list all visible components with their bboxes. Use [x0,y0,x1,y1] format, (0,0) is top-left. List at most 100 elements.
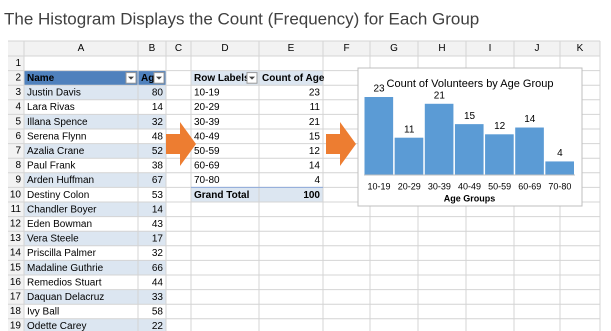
row-number: 8 [15,160,21,171]
table-cell: Priscilla Palmer [27,248,97,259]
row-number: 19 [10,321,22,331]
table-cell: 33 [152,292,164,303]
row-number: 13 [10,233,22,244]
table-cell: 32 [152,117,164,128]
row-number: 9 [15,175,21,186]
table-band [24,260,166,275]
table-cell: Paul Frank [27,161,76,172]
column-header: K [577,43,584,54]
filter-icon [249,76,255,80]
row-number: 3 [15,87,21,98]
row-number: 11 [11,204,22,215]
table-cell: Arden Huffman [27,175,94,186]
pivot-cell: 11 [310,102,321,113]
spreadsheet: A B C D E F G H I J K12345678910111213141516171819… [8,40,601,331]
data-label: 23 [374,84,386,95]
data-label: 4 [557,148,563,159]
x-tick-label: 40-49 [458,181,481,191]
table-cell: 17 [152,234,164,245]
row-number: 1 [15,58,21,69]
pivot-cell: 20-29 [194,102,220,113]
bar [454,124,484,175]
pivot-header: Count of Age [262,73,325,84]
table-cell: 80 [152,88,164,99]
table-cell: 66 [152,263,164,274]
table-band [24,143,166,159]
row-number: 16 [10,277,22,288]
row-number: 7 [15,146,21,157]
table-cell: 48 [152,131,164,142]
table-cell: 14 [152,204,164,215]
pivot-total: 100 [303,190,320,201]
pivot-cell: 50-59 [194,146,220,157]
column-header: F [343,43,349,54]
bar [424,103,454,175]
table-cell: 32 [152,248,164,259]
pivot-cell: 23 [309,88,321,99]
chart-title: Count of Volunteers by Age Group [387,78,554,90]
row-number: 14 [10,248,22,259]
page-title: The Histogram Displays the Count (Freque… [4,9,479,28]
data-label: 21 [434,90,446,101]
pivot-cell: 15 [309,131,321,142]
table-cell: Daquan Delacruz [27,292,104,303]
table-cell: Chandler Boyer [27,204,97,215]
data-label: 14 [524,114,536,125]
column-header: A [78,43,85,54]
column-header: E [288,43,295,54]
table-cell: Odette Carey [27,321,86,331]
bar [364,97,394,175]
arrow [326,122,356,166]
bar [515,127,544,175]
x-tick-label: 30-39 [428,181,451,191]
table-cell: Lara Rivas [27,102,75,113]
pivot-cell: 60-69 [194,161,220,172]
arrows [166,122,356,166]
row-number: 12 [10,219,22,230]
row-number: 15 [10,262,22,273]
row-number: 4 [15,102,21,113]
pivot-header: Row Labels [194,73,250,84]
arrow [166,122,196,166]
table-band [24,85,166,100]
table-header: Name [27,73,55,84]
bar [545,161,574,175]
table-cell: Destiny Colon [27,190,89,201]
table-cell: 22 [152,321,164,331]
table-cell: Remedios Stuart [27,277,102,288]
pivot-cell: 4 [314,175,320,186]
x-axis-label: Age Groups [444,193,496,203]
table-band [24,172,166,188]
column-header: I [489,43,492,54]
pivot-cell: 70-80 [194,175,220,186]
bar [394,137,424,175]
data-label: 11 [404,124,415,135]
table-cell: Ivy Ball [27,307,59,318]
table-band [24,114,166,129]
pivot-cell: 10-19 [194,88,220,99]
row-number: 5 [15,116,21,127]
table-cell: Eden Bowman [27,219,92,230]
pivot-total: Grand Total [194,190,250,201]
x-tick-label: 50-59 [488,181,511,191]
x-tick-label: 20-29 [398,181,421,191]
table-cell: Madaline Guthrie [27,263,104,274]
table-cell: 14 [152,102,164,113]
bar [485,134,514,175]
table-cell: 44 [152,277,164,288]
pivot-cell: 14 [309,161,321,172]
column-header-bar [8,41,600,56]
table-cell: 43 [152,219,164,230]
table-cell: 53 [152,190,164,201]
x-tick-label: 70-80 [548,181,571,191]
column-header: B [149,43,156,54]
table-cell: Justin Davis [27,88,81,99]
table-header: Age [141,73,160,84]
table-cell: Vera Steele [27,234,79,245]
pivot-cell: 12 [309,146,321,157]
table-cell: 38 [152,161,164,172]
pivot-cell: 30-39 [194,117,220,128]
table-band [24,231,166,246]
